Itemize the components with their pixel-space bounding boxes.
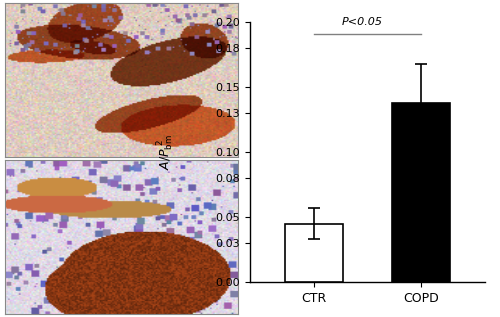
- Text: $A/P_{\rm bm}^{\ 2}$: $A/P_{\rm bm}^{\ 2}$: [156, 134, 176, 170]
- Bar: [284, 224, 344, 282]
- Bar: [392, 103, 450, 282]
- Text: P<0.05: P<0.05: [342, 17, 382, 27]
